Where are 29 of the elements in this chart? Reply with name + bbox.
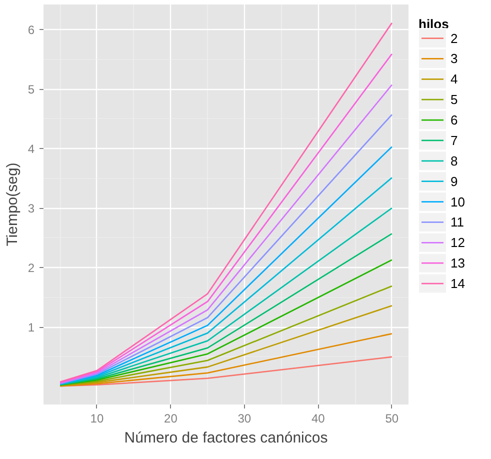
- x-tick-label: 50: [385, 412, 399, 426]
- x-tick-label: 40: [312, 412, 326, 426]
- y-tick-label: 3: [28, 202, 35, 216]
- legend-label: 4: [450, 72, 458, 87]
- legend-label: 6: [450, 112, 458, 128]
- legend-label: 5: [450, 92, 458, 108]
- x-tick-label: 20: [164, 412, 178, 426]
- y-tick-label: 4: [28, 142, 35, 156]
- legend-label: 9: [450, 174, 458, 189]
- x-tick-label: 30: [238, 412, 252, 426]
- legend-label: 3: [450, 51, 458, 66]
- y-tick-label: 5: [28, 82, 35, 97]
- legend-label: 8: [450, 153, 458, 168]
- legend-label: 11: [450, 214, 464, 230]
- legend-label: 13: [450, 256, 465, 271]
- line-series: [59, 285, 393, 386]
- legend-label: 2: [450, 30, 458, 46]
- x-tick-label: 10: [90, 412, 104, 426]
- y-tick-label: 2: [28, 261, 35, 276]
- legend-label: 12: [450, 235, 465, 250]
- line-series: [59, 332, 393, 387]
- legend-label: 7: [450, 132, 458, 148]
- line-series: [59, 259, 393, 386]
- y-tick-label: 6: [28, 23, 35, 37]
- legend-label: 10: [450, 194, 465, 210]
- legend-label: 14: [450, 276, 465, 292]
- y-tick-label: 1: [28, 320, 35, 335]
- y-axis-title: Tiempo(seg): [4, 162, 21, 246]
- x-axis-title: Número de factores canónicos: [124, 430, 328, 446]
